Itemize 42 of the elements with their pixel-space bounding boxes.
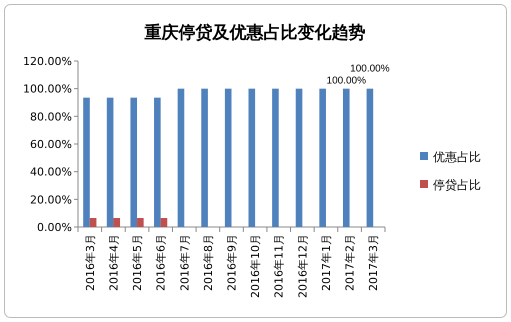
bar: [296, 88, 302, 227]
bar: [90, 218, 96, 227]
x-tick-label: 2016年4月: [107, 234, 120, 291]
bar: [319, 88, 326, 227]
bar: [154, 98, 161, 227]
legend-label: 优惠占比: [433, 150, 481, 164]
bar: [160, 218, 168, 227]
bar: [137, 218, 144, 227]
bar: [83, 98, 90, 227]
y-tick-label: 20.00%: [30, 193, 72, 206]
legend-label: 停贷占比: [433, 178, 481, 192]
bar: [201, 88, 208, 227]
x-tick-label: 2016年3月: [84, 234, 97, 291]
bar: [248, 88, 256, 227]
x-tick-label: 2017年1月: [320, 234, 333, 291]
bar: [178, 88, 184, 227]
x-tick-label: 2016年12月: [296, 234, 310, 298]
y-tick-label: 0.00%: [37, 221, 72, 234]
x-tick-label: 2016年6月: [154, 234, 168, 291]
bar: [366, 88, 374, 227]
x-tick-label: 2016年5月: [131, 234, 144, 291]
y-tick-label: 100.00%: [23, 82, 72, 96]
bar: [342, 88, 350, 227]
bar: [130, 98, 138, 227]
y-tick-label: 80.00%: [30, 110, 72, 124]
bar: [224, 88, 232, 227]
x-tick-label: 2016年7月: [178, 234, 192, 291]
y-tick-label: 60.00%: [30, 138, 72, 151]
x-tick-label: 2016年9月: [226, 234, 238, 291]
data-label: 100.00%: [350, 64, 390, 75]
y-tick-label: 40.00%: [30, 166, 72, 179]
bar: [106, 98, 114, 227]
x-tick-label: 2016年11月: [272, 234, 286, 298]
x-tick-label: 2016年10月: [249, 234, 262, 298]
y-tick-label: 120.00%: [23, 55, 72, 68]
chart-title: 重庆停贷及优惠占比变化趋势: [144, 23, 366, 42]
bar: [272, 88, 279, 227]
x-tick-label: 2017年3月: [367, 234, 380, 291]
x-tick-label: 2017年2月: [344, 234, 357, 291]
data-label: 100.00%: [326, 76, 366, 87]
bar: [113, 218, 120, 227]
x-tick-label: 2016年8月: [202, 234, 215, 291]
